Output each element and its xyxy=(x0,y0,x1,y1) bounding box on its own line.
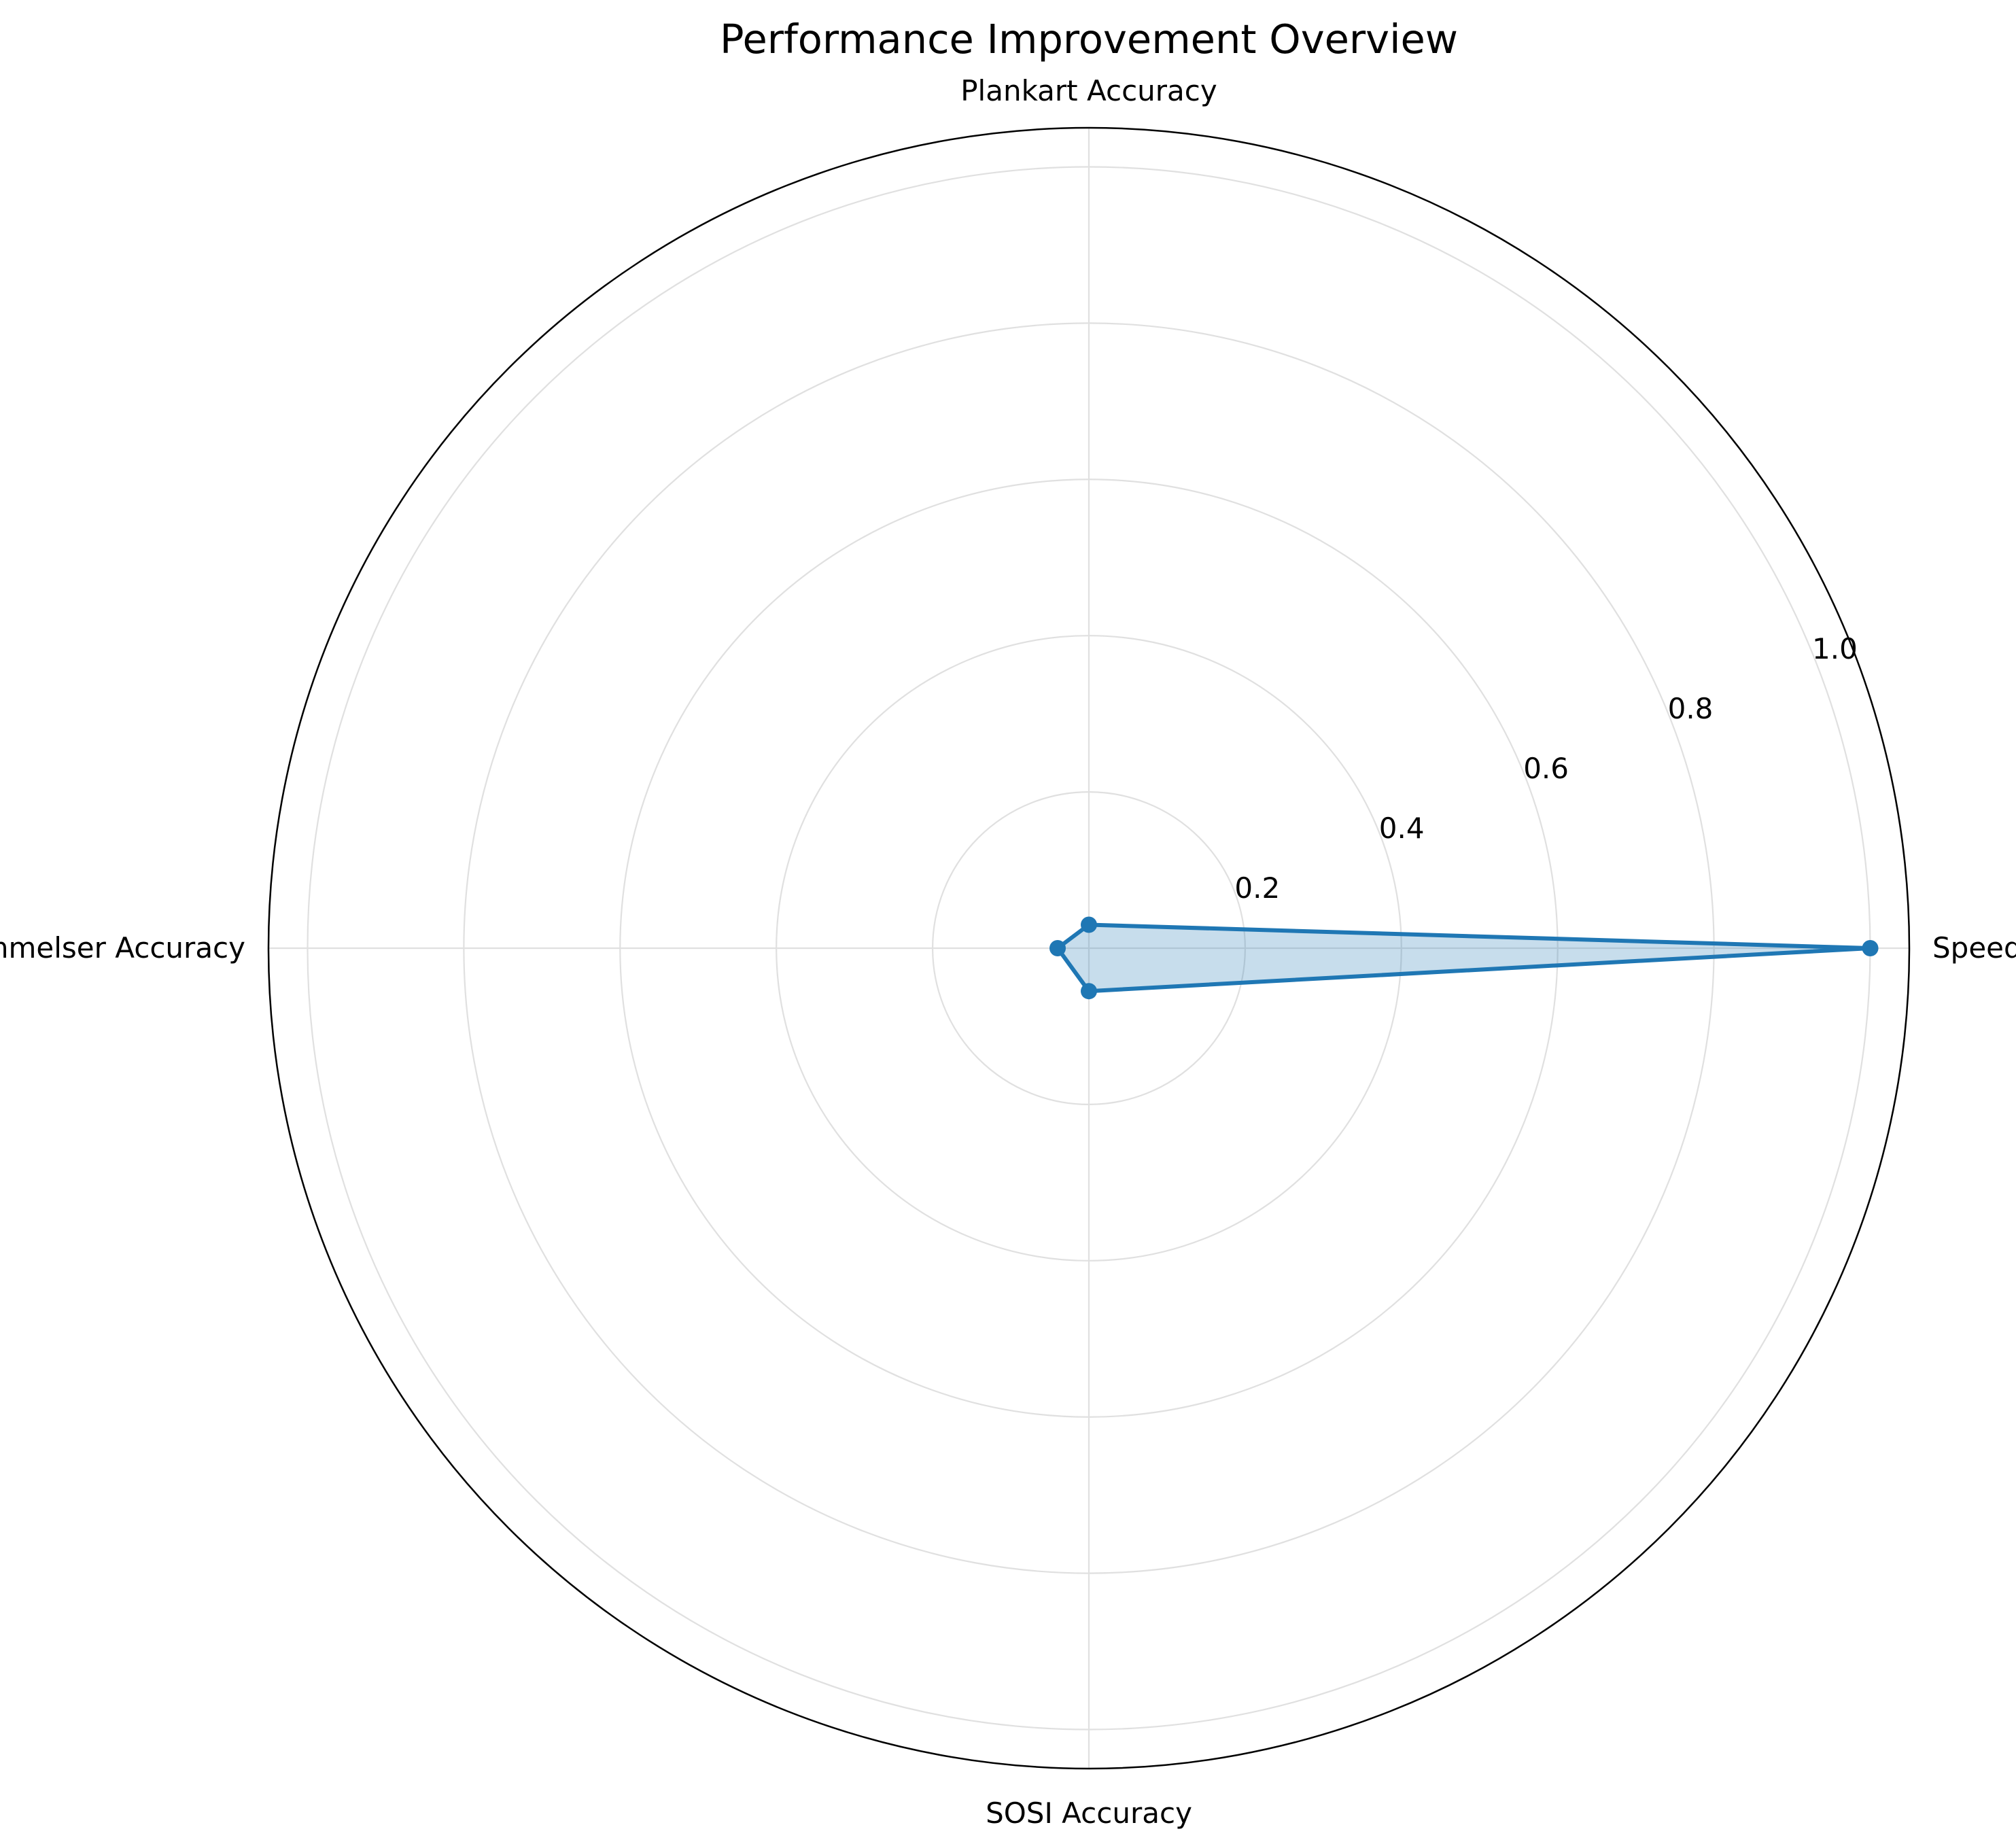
radial-tick-label: 1.0 xyxy=(1812,632,1858,665)
data-point xyxy=(1081,983,1097,1000)
tick-labels: 0.2 0.4 0.6 0.8 1.0 xyxy=(1234,632,1857,905)
radial-tick-label: 0.6 xyxy=(1523,752,1569,785)
axis-labels: Speed Plankart Accuracy Bestemmelser Accur… xyxy=(0,74,2016,1830)
radial-tick-label: 0.4 xyxy=(1379,812,1425,845)
category-axis-label: Speed xyxy=(1932,931,2016,965)
data-point xyxy=(1081,916,1097,933)
series-layer xyxy=(1049,916,1879,1000)
category-axis-label: SOSI Accuracy xyxy=(986,1796,1192,1830)
category-axis-label: Bestemmelser Accuracy xyxy=(0,931,245,965)
grid-layer xyxy=(268,128,1909,1769)
chart-title: Performance Improvement Overview xyxy=(720,16,1458,63)
radial-tick-label: 0.2 xyxy=(1234,871,1280,905)
polar-frame xyxy=(267,126,1911,1770)
series-area xyxy=(1058,924,1871,992)
data-point xyxy=(1862,940,1879,956)
radial-tick-label: 0.8 xyxy=(1668,692,1714,725)
category-axis-label: Plankart Accuracy xyxy=(960,74,1217,107)
data-point xyxy=(1049,940,1066,956)
